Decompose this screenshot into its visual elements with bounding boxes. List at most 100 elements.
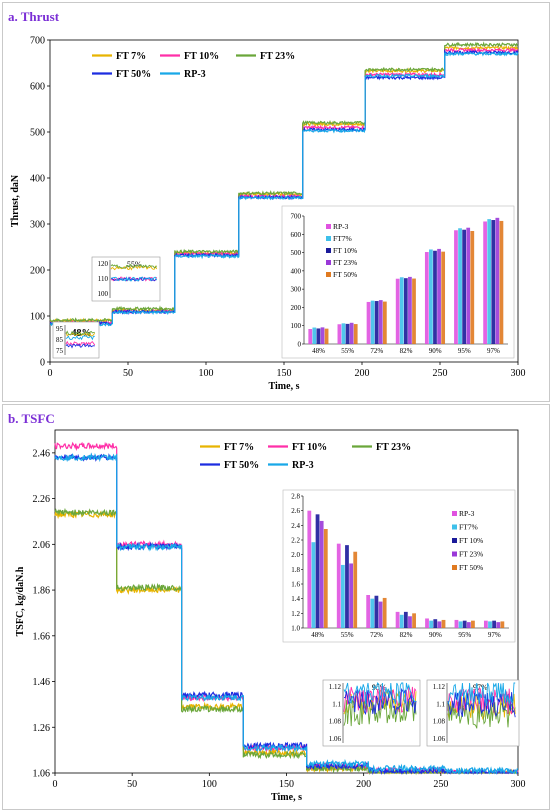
y-tick-label: 1.26 <box>33 723 51 734</box>
x-tick-label: 0 <box>48 368 53 379</box>
bar-inset-ytick-label: 500 <box>291 249 302 257</box>
bar-inset-ytick-label: 1.2 <box>291 610 300 618</box>
bar <box>378 601 383 628</box>
bar <box>492 620 497 628</box>
bar-inset-ytick-label: 200 <box>291 304 302 312</box>
bar-inset-category-label: 55% <box>341 631 354 639</box>
bar-inset-category-label: 48% <box>312 347 325 355</box>
bar <box>353 324 358 344</box>
bar <box>466 227 471 344</box>
zoom-inset-ytick-label: 75 <box>56 347 64 355</box>
bar <box>345 323 350 344</box>
bar <box>403 278 408 344</box>
bar <box>366 595 371 628</box>
bar <box>454 230 458 344</box>
zoom-inset-title: 55% <box>127 260 142 269</box>
bar <box>412 613 416 628</box>
y-tick-label: 300 <box>30 220 45 231</box>
legend-label: FT 50% <box>224 460 259 471</box>
zoom-inset-ytick-label: 85 <box>56 336 64 344</box>
bar <box>312 327 317 344</box>
zoom-inset-ytick-label: 1.06 <box>329 735 342 743</box>
bar-legend-label: FT 50% <box>459 563 483 572</box>
x-tick-label: 250 <box>433 779 448 790</box>
x-tick-label: 200 <box>355 368 370 379</box>
bar <box>500 621 505 628</box>
legend-label: FT 7% <box>224 442 254 453</box>
x-tick-label: 100 <box>199 368 214 379</box>
chart-title-tsfc: b. TSFC <box>8 411 55 426</box>
bar-inset-ytick-label: 2.8 <box>291 493 300 501</box>
x-tick-label: 150 <box>279 779 294 790</box>
bar-inset-ytick-label: 100 <box>291 322 302 330</box>
legend-label: FT 10% <box>292 442 327 453</box>
bar <box>403 611 408 628</box>
bar <box>395 611 400 628</box>
bar <box>462 620 467 628</box>
bar <box>378 300 383 344</box>
bar <box>483 221 487 344</box>
bar <box>458 621 463 628</box>
bar <box>399 277 404 344</box>
series-line-ft-23- <box>54 507 518 776</box>
bar <box>437 248 441 344</box>
bar-inset-ytick-label: 2.0 <box>291 551 300 559</box>
legend-label: RP-3 <box>184 69 206 80</box>
series-line-ft-23- <box>49 41 519 323</box>
legend-label: FT 50% <box>116 69 151 80</box>
bar-inset-category-label: 97% <box>488 631 501 639</box>
zoom-inset-ytick-label: 110 <box>98 275 109 283</box>
bar-inset-category-label: 90% <box>429 631 442 639</box>
series-line-rp-3 <box>49 50 519 327</box>
bar <box>340 564 345 628</box>
legend-label: FT 23% <box>376 442 411 453</box>
y-tick-label: 200 <box>30 266 45 277</box>
zoom-inset-ytick-label: 100 <box>98 290 109 298</box>
bar <box>424 252 429 344</box>
x-tick-label: 100 <box>202 779 217 790</box>
bar-inset-category-label: 97% <box>487 347 500 355</box>
zoom-inset-series <box>343 682 417 705</box>
bar <box>319 520 324 628</box>
legend-label: FT 7% <box>116 51 146 62</box>
zoom-inset-title: 97% <box>473 683 488 692</box>
bar-inset-ytick-label: 300 <box>291 286 302 294</box>
bar-inset-ytick-label: 600 <box>291 231 302 239</box>
bar <box>487 219 492 344</box>
y-tick-label: 2.46 <box>33 448 51 459</box>
bar <box>483 620 488 628</box>
bar-legend-swatch <box>452 524 457 530</box>
bar <box>395 278 400 344</box>
bar <box>441 251 446 344</box>
x-tick-label: 150 <box>277 368 292 379</box>
y-tick-label: 1.06 <box>33 769 51 780</box>
bar <box>499 220 504 344</box>
zoom-inset-title: 48% <box>72 328 92 339</box>
bar <box>491 220 496 344</box>
bar-inset-category-label: 95% <box>458 631 471 639</box>
bar <box>437 621 442 628</box>
bar-legend-label: FT7% <box>333 234 352 243</box>
bar <box>311 542 316 628</box>
tsfc-inset-97: 1.12 1.1 1.08 1.06 97% <box>426 679 520 747</box>
bar-legend-label: RP-3 <box>333 222 349 231</box>
chart-title-thrust: a. Thrust <box>8 9 60 24</box>
zoom-inset-ytick-label: 1.08 <box>329 718 342 726</box>
bar-legend-swatch <box>326 224 331 229</box>
bar-inset-category-label: 82% <box>400 631 413 639</box>
bar-legend-swatch <box>326 260 331 265</box>
zoom-inset-series <box>110 264 157 269</box>
bar <box>353 551 358 628</box>
bar <box>471 620 475 628</box>
y-tick-label: 100 <box>30 312 45 323</box>
bar <box>374 595 379 628</box>
series-line-rp-3 <box>54 452 519 776</box>
bar-inset-ytick-label: 1.4 <box>291 595 300 603</box>
bar <box>433 619 438 628</box>
bar <box>433 250 437 344</box>
x-tick-label: 0 <box>53 779 58 790</box>
zoom-inset-series <box>343 698 417 727</box>
bar <box>349 563 353 628</box>
chart-tsfc: b. TSFC 0 50 100 150 200 250 300 1.06 1.26 1.46 1.6… <box>8 411 526 803</box>
